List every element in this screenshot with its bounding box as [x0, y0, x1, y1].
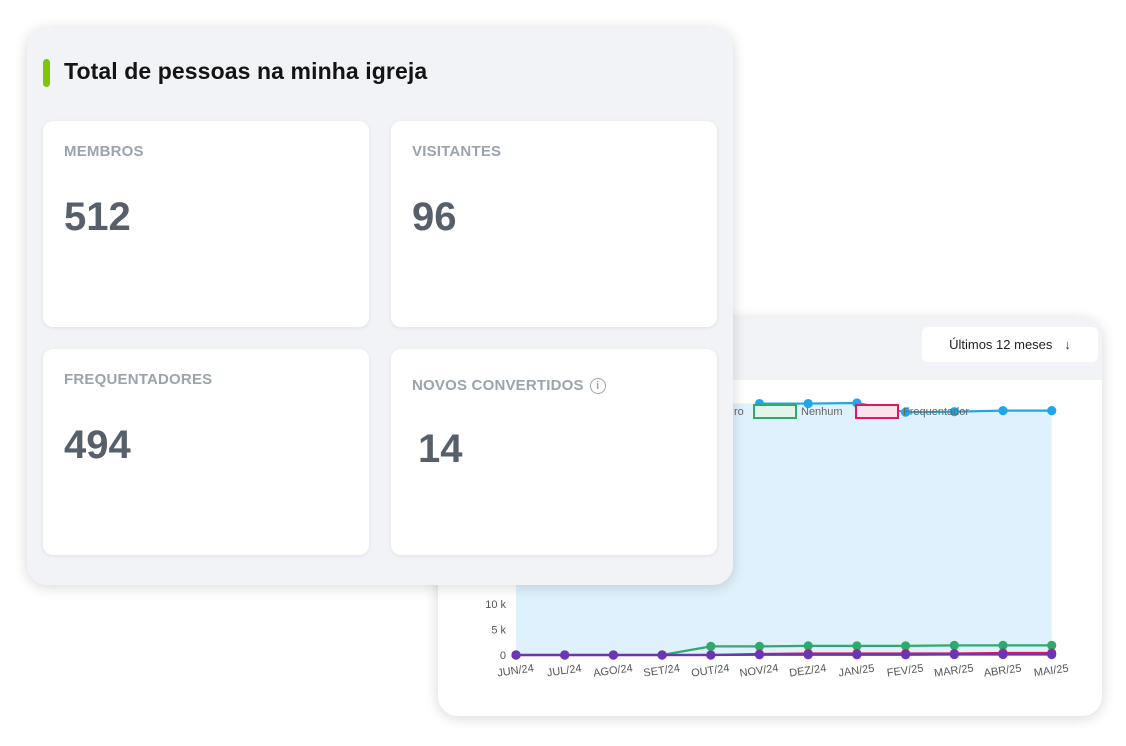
- stat-label-row: NOVOS CONVERTIDOS i: [412, 377, 606, 394]
- data-point: [608, 650, 618, 660]
- legend-label: Frequentador: [903, 406, 969, 418]
- x-tick-label: JUL/24: [546, 663, 582, 680]
- data-point: [901, 407, 911, 417]
- stat-card-visitantes[interactable]: VISITANTES 96: [391, 121, 717, 327]
- data-point: [803, 398, 813, 409]
- y-tick-label: 0: [500, 650, 506, 662]
- stat-value: 512: [64, 195, 131, 239]
- period-label: Últimos 12 meses: [949, 337, 1053, 352]
- x-tick-label: JAN/25: [838, 663, 875, 680]
- data-point: [560, 650, 570, 660]
- data-point: [998, 649, 1008, 660]
- data-point: [706, 641, 716, 651]
- legend-label: Nenhum: [801, 406, 843, 418]
- data-point: [706, 650, 716, 660]
- data-point: [852, 650, 862, 660]
- data-point: [998, 406, 1008, 416]
- data-point: [1047, 406, 1057, 416]
- stat-label: MEMBROS: [64, 143, 144, 160]
- stat-value: 14: [418, 427, 463, 471]
- legend-label: ro: [734, 406, 744, 418]
- stat-label: VISITANTES: [412, 143, 502, 160]
- stat-card-frequentadores[interactable]: FREQUENTADORES 494: [43, 349, 369, 555]
- data-point: [949, 649, 959, 660]
- x-tick-label: NOV/24: [739, 662, 779, 679]
- x-tick-label: FEV/25: [886, 663, 924, 680]
- x-tick-label: SET/24: [643, 663, 681, 680]
- x-tick-label: DEZ/24: [788, 662, 827, 679]
- legend-swatch: [855, 404, 899, 419]
- x-tick-label: JUN/24: [497, 663, 535, 680]
- x-tick-label: OUT/24: [690, 662, 730, 679]
- stat-value: 494: [64, 423, 131, 467]
- title-accent-bar: [43, 59, 50, 87]
- y-tick-label: 10 k: [485, 599, 506, 611]
- series-line: [516, 653, 1052, 657]
- data-point: [1047, 640, 1057, 650]
- data-point: [803, 641, 813, 651]
- summary-title: Total de pessoas na minha igreja: [64, 58, 428, 84]
- info-icon[interactable]: i: [589, 377, 606, 394]
- data-point: [1047, 649, 1057, 660]
- data-point: [949, 407, 959, 417]
- period-dropdown[interactable]: Últimos 12 meses ↓: [922, 327, 1098, 362]
- x-tick-label: MAR/25: [933, 662, 974, 679]
- data-point: [803, 650, 813, 660]
- legend-swatch: [753, 404, 797, 419]
- data-point: [852, 641, 862, 651]
- stat-label: NOVOS CONVERTIDOS: [412, 377, 584, 394]
- data-point: [901, 650, 911, 660]
- summary-card: Total de pessoas na minha igreja MEMBROS…: [27, 28, 733, 585]
- data-point: [949, 640, 959, 650]
- x-tick-label: AGO/24: [592, 662, 633, 679]
- arrow-down-icon: ↓: [1064, 337, 1071, 352]
- stat-value: 96: [412, 195, 457, 239]
- stat-card-membros[interactable]: MEMBROS 512: [43, 121, 369, 327]
- data-point: [754, 641, 765, 651]
- data-point: [754, 650, 765, 660]
- data-point: [998, 640, 1008, 650]
- data-point: [901, 641, 911, 651]
- data-point: [657, 650, 667, 660]
- y-tick-label: 5 k: [491, 625, 506, 637]
- stat-label: FREQUENTADORES: [64, 371, 213, 388]
- stat-card-novos-convertidos[interactable]: NOVOS CONVERTIDOS i 14: [391, 349, 717, 555]
- data-point: [511, 650, 521, 660]
- x-tick-label: ABR/25: [983, 662, 1022, 679]
- x-tick-label: MAI/25: [1033, 663, 1069, 680]
